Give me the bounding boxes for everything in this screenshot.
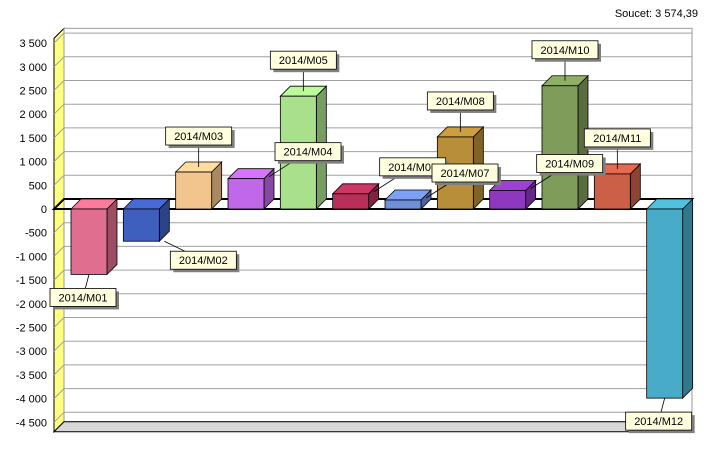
data-label-text: 2014/M01 [59,292,108,304]
bar-2014/M09 [488,179,537,210]
chart-summary-total: Soucet: 3 574,39 [614,8,698,20]
gridline-side [53,174,65,186]
data-label-box [531,40,599,60]
y-tick-label: -3 000 [16,346,47,358]
data-label-box [274,142,342,162]
gridline-side [53,151,65,162]
bar-front [593,173,631,210]
bar-2014/M01 [70,198,118,276]
gridline-side [53,388,65,399]
y-tick-label: -1 000 [16,251,47,263]
data-label-text: 2014/M12 [634,416,683,428]
bar-2014/M10 [541,74,589,210]
bar-front [489,190,527,210]
y-tick-label: 1 000 [19,157,47,169]
y-tick-label: -500 [25,228,47,240]
gridline-side [53,127,65,139]
bar-front [646,208,684,399]
bar-2014/M07 [384,189,432,210]
gridline-side [53,340,65,352]
bar-side [682,198,694,400]
y-tick-label: 500 [29,180,47,192]
gridline-side [53,103,65,115]
gridline-side [53,246,65,257]
gridline-side [53,56,65,68]
y-tick-label: 3 500 [19,38,47,50]
bar-2014/M06 [331,182,380,210]
data-label-text: 2014/M08 [436,96,485,108]
gridline-side [53,364,65,376]
bar-front [332,193,370,210]
bar-2014/M03 [174,161,223,210]
data-label-text: 2014/M07 [441,168,490,180]
bar-2014/M02 [122,198,171,243]
data-label-text: 2014/M09 [545,159,594,171]
data-label-box [536,154,604,173]
y-tick-label: 2 500 [19,86,47,98]
bar-side [106,198,118,276]
data-label-text: 2014/M05 [279,55,328,67]
data-label-box [169,250,237,270]
y-tick-label: 0 [41,204,47,216]
bar-2014/M12 [645,198,694,400]
bar-2014/M04 [227,167,275,210]
y-tick-label: 1 500 [19,133,47,145]
data-label-text: 2014/M02 [179,255,228,267]
data-label-text: 2014/M06 [388,162,437,174]
gridline-side [53,32,65,44]
data-label-box [165,126,233,146]
gridline-side [53,317,65,328]
bar-front [227,178,265,210]
bar-front [541,85,579,210]
bar-front [70,208,108,275]
y-tick-label: 3 000 [19,62,47,74]
bar-front [384,199,422,210]
data-labels: 2014/M01 2014/M02 2014/M03 2014/M04 2014/M05… [49,40,695,434]
data-label-box [583,128,651,148]
y-tick-label: 2 000 [19,109,47,121]
gridline-side [53,411,65,423]
gridline-side [53,80,65,91]
data-label-text: 2014/M10 [541,45,590,57]
data-label-box [431,163,499,183]
data-label-text: 2014/M11 [593,133,641,145]
y-axis-tick-labels: 3 500 3 000 2 500 2 000 1 500 1 000 500 0 -500 -1… [16,38,47,429]
data-label-box [49,288,117,307]
data-label-text: 2014/M03 [174,131,223,143]
y-tick-label: -2 500 [16,323,47,335]
y-tick-label: -1 500 [16,275,47,287]
gridline-side [53,222,65,234]
bar-front [122,208,160,242]
y-tick-label: -3 500 [16,370,47,382]
bar-front [175,171,213,210]
y-tick-label: -4 500 [16,417,47,429]
data-label-text: 2014/M04 [284,147,333,159]
data-label-box [269,50,337,70]
y-tick-label: -2 000 [16,299,47,311]
bars [70,74,694,400]
data-label-box [426,91,494,111]
gridline-side [53,269,65,281]
floor [52,421,694,433]
data-label-box [625,411,693,431]
y-tick-label: -4 000 [16,394,47,406]
